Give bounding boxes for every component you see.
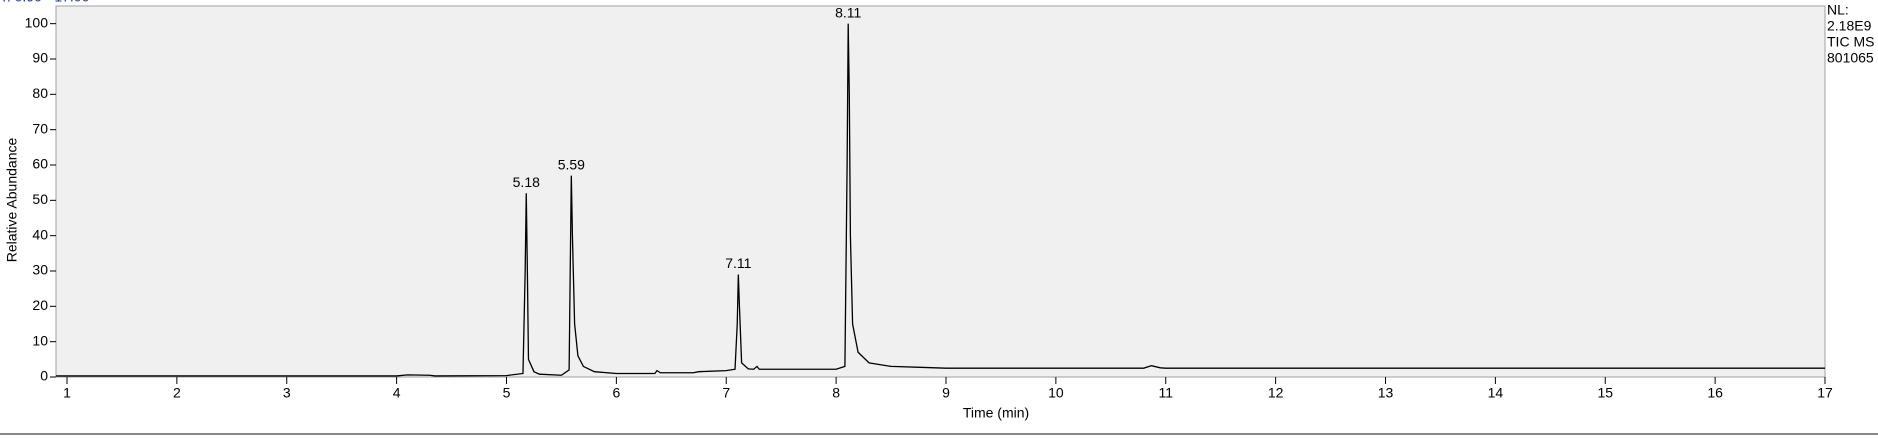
y-tick-label: 30 [32, 262, 48, 278]
info-text: TIC MS [1827, 34, 1874, 50]
y-tick-label: 20 [32, 297, 48, 313]
y-tick-label: 70 [32, 120, 48, 136]
x-tick-label: 1 [63, 385, 71, 401]
x-tick-label: 9 [942, 385, 950, 401]
x-tick-label: 16 [1707, 385, 1723, 401]
x-tick-label: 3 [283, 385, 291, 401]
y-tick-label: 80 [32, 85, 48, 101]
y-tick-label: 0 [40, 368, 48, 384]
x-tick-label: 11 [1158, 385, 1173, 401]
y-tick-label: 10 [32, 332, 48, 348]
peak-label: 5.18 [513, 174, 540, 190]
x-tick-label: 7 [722, 385, 730, 401]
x-tick-label: 4 [393, 385, 401, 401]
peak-label: 8.11 [835, 4, 861, 20]
peak-label: 5.59 [558, 156, 585, 172]
info-text: 801065 [1827, 50, 1874, 66]
x-tick-label: 2 [173, 385, 181, 401]
y-tick-label: 90 [32, 50, 48, 66]
range-header: RT: 0.90 - 17.00 [0, 0, 90, 5]
trace [56, 23, 1825, 377]
info-text: NL: [1827, 2, 1849, 18]
y-tick-label: 40 [32, 226, 48, 242]
x-tick-label: 14 [1488, 385, 1504, 401]
y-axis-label: Relative Abundance [4, 138, 20, 263]
x-tick-label: 15 [1597, 385, 1613, 401]
y-tick-label: 50 [32, 191, 48, 207]
x-tick-label: 12 [1268, 385, 1284, 401]
info-text: 2.18E9 [1827, 18, 1872, 34]
x-axis-label: Time (min) [963, 405, 1029, 421]
peak-label: 7.11 [725, 255, 751, 271]
x-tick-label: 6 [612, 385, 620, 401]
y-tick-label: 100 [25, 14, 49, 30]
x-tick-label: 5 [503, 385, 511, 401]
plot-area [55, 5, 1826, 378]
x-tick-label: 8 [832, 385, 840, 401]
y-tick-label: 60 [32, 156, 48, 172]
x-tick-label: 13 [1378, 385, 1394, 401]
x-tick-label: 17 [1817, 385, 1833, 401]
x-tick-label: 10 [1048, 385, 1064, 401]
